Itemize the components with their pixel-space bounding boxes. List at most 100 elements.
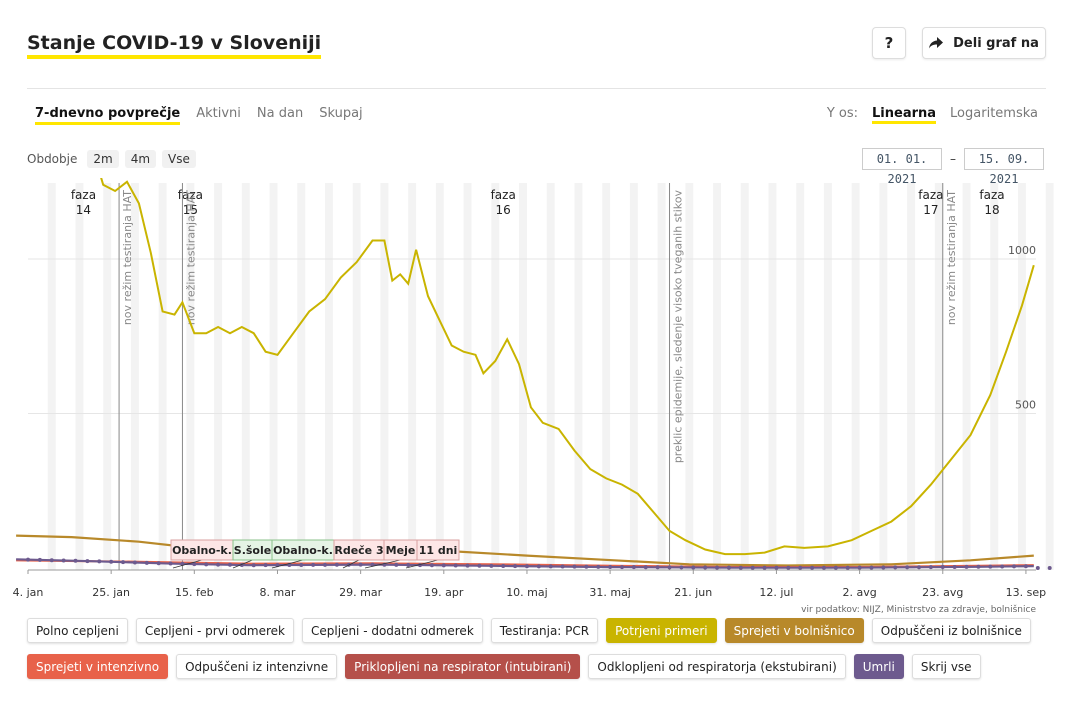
series-point-umrli — [988, 564, 993, 569]
period-2m-button[interactable]: 2m — [87, 150, 119, 168]
series-point-umrli — [869, 565, 874, 570]
period-label: Obdobje — [27, 152, 78, 166]
share-button-label: Deli graf na — [953, 35, 1039, 51]
x-tick-label: 23. avg — [922, 586, 963, 599]
series-point-umrli — [833, 565, 838, 570]
series-toggle-odpusceni-iz-intenzivne[interactable]: Odpuščeni iz intenzivne — [176, 654, 338, 679]
series-point-umrli — [940, 565, 945, 570]
series-buttons-row-2: Sprejeti v intenzivno Odpuščeni iz intenz… — [27, 654, 1027, 679]
weekend-band — [740, 183, 749, 570]
marker-label: Obalno-k. — [273, 544, 333, 557]
weekend-band — [241, 183, 250, 570]
series-point-umrli — [774, 565, 779, 570]
period-all-button[interactable]: Vse — [162, 150, 196, 168]
phase-number: 17 — [923, 203, 938, 217]
weekend-band — [851, 183, 860, 570]
help-button[interactable]: ? — [872, 27, 906, 59]
series-toggle-potrjeni-primeri[interactable]: Potrjeni primeri — [606, 618, 717, 643]
series-toggle-umrli[interactable]: Umrli — [853, 654, 904, 679]
series-point-umrli — [299, 562, 304, 567]
weekend-band — [629, 183, 638, 570]
y-axis-log-option[interactable]: Logaritemska — [950, 106, 1038, 121]
weekend-band — [380, 183, 389, 570]
y-axis-linear-option[interactable]: Linearna — [872, 106, 937, 124]
series-point-umrli — [311, 562, 316, 567]
weekend-band — [934, 183, 943, 570]
series-point-umrli — [1000, 564, 1005, 569]
series-point-umrli — [964, 564, 969, 569]
weekend-band — [269, 183, 278, 570]
x-tick-label: 15. feb — [175, 586, 214, 599]
series-point-umrli — [905, 565, 910, 570]
series-point-umrli — [489, 563, 494, 568]
series-toggle-priklopljeni-na-respirator-intubirani[interactable]: Priklopljeni na respirator (intubirani) — [345, 654, 581, 679]
series-point-umrli — [881, 565, 886, 570]
marker-label: Meje — [386, 544, 416, 557]
tab-daily[interactable]: Na dan — [256, 106, 304, 121]
x-tick-label: 31. maj — [589, 586, 631, 599]
series-toggle-polno-cepljeni[interactable]: Polno cepljeni — [27, 618, 128, 643]
series-point-umrli — [85, 559, 90, 564]
series-point-umrli — [810, 565, 815, 570]
series-buttons-row-1: Polno cepljeni Cepljeni - prvi odmerek Cep… — [27, 618, 1031, 643]
series-point-umrli — [631, 565, 636, 570]
weekend-band — [907, 183, 916, 570]
series-toggle-sprejeti-v-intenzivno[interactable]: Sprejeti v intenzivno — [27, 654, 169, 679]
share-button[interactable]: Deli graf na — [922, 27, 1046, 59]
series-toggle-sprejeti-v-bolnisnico[interactable]: Sprejeti v bolnišnico — [724, 618, 864, 643]
series-toggle-testiranja-pcr[interactable]: Testiranja: PCR — [490, 618, 599, 643]
series-toggle-odklopljeni-od-respiratorja-ekstubirani[interactable]: Odklopljeni od respiratorja (ekstubirani… — [588, 654, 846, 679]
series-point-umrli — [453, 563, 458, 568]
event-line-label: nov režim testiranja HAT — [184, 190, 197, 325]
x-tick-label: 29. mar — [339, 586, 382, 599]
marker-label: Rdeče 3 — [334, 544, 383, 557]
date-to-input[interactable]: 15. 09. 2021 — [964, 148, 1044, 186]
series-point-umrli — [667, 565, 672, 570]
series-point-umrli — [501, 563, 506, 568]
series-point-umrli — [121, 560, 126, 565]
weekend-band — [602, 183, 611, 570]
series-point-umrli — [109, 559, 114, 564]
marker-box — [416, 539, 460, 561]
series-toggle-buttons: Polno cepljeni Cepljeni - prvi odmerek Cep… — [27, 618, 1031, 690]
date-from-input[interactable]: 01. 01. 2021 — [862, 148, 942, 186]
share-arrow-icon — [929, 37, 944, 49]
series-point-umrli — [26, 557, 30, 562]
tab-total[interactable]: Skupaj — [319, 106, 363, 121]
weekend-band — [130, 183, 139, 570]
period-4m-button[interactable]: 4m — [124, 150, 157, 168]
series-toggle-odpusceni-iz-bolnisnice[interactable]: Odpuščeni iz bolnišnice — [871, 618, 1031, 643]
series-point-umrli — [73, 558, 78, 563]
phase-label: faza — [979, 188, 1004, 202]
series-toggle-skrij-vse[interactable]: Skrij vse — [911, 654, 981, 679]
tab-7day-average[interactable]: 7-dnevno povprečje — [35, 106, 181, 125]
phase-label: faza — [71, 188, 96, 202]
series-point-umrli — [821, 565, 826, 570]
weekend-band — [796, 183, 805, 570]
weekend-band — [325, 183, 333, 570]
phase-number: 15 — [183, 203, 198, 217]
phase-label: faza — [918, 188, 943, 202]
weekend-band — [158, 183, 167, 570]
weekend-band — [962, 183, 971, 570]
series-point-umrli — [132, 560, 137, 565]
series-point-umrli — [917, 565, 921, 570]
series-toggle-cepljeni-dodatni-odmerek[interactable]: Cepljeni - dodatni odmerek — [302, 618, 483, 643]
date-range-separator: – — [950, 152, 956, 166]
y-axis-label: Y os: — [826, 106, 859, 121]
series-point-umrli — [227, 562, 232, 567]
marker-connector — [271, 559, 304, 569]
series-point-umrli — [465, 563, 470, 568]
series-point-umrli — [513, 564, 518, 569]
x-tick-label: 4. jan — [13, 586, 44, 599]
series-point-umrli — [477, 563, 482, 568]
event-line-label: preklic epidemije, sledenje visoko tvega… — [672, 190, 685, 464]
phase-number: 16 — [496, 203, 511, 217]
page-title: Stanje COVID-19 v Sloveniji — [27, 31, 322, 59]
series-point-umrli — [596, 564, 601, 569]
event-line-label: nov režim testiranja HAT — [121, 190, 134, 325]
covid-chart[interactable]: 500100015002000faza14faza15faza16faza17f… — [0, 178, 1070, 618]
series-toggle-cepljeni-prvi-odmerek[interactable]: Cepljeni - prvi odmerek — [135, 618, 295, 643]
series-point-umrli — [762, 565, 767, 570]
tab-active[interactable]: Aktivni — [196, 106, 241, 121]
